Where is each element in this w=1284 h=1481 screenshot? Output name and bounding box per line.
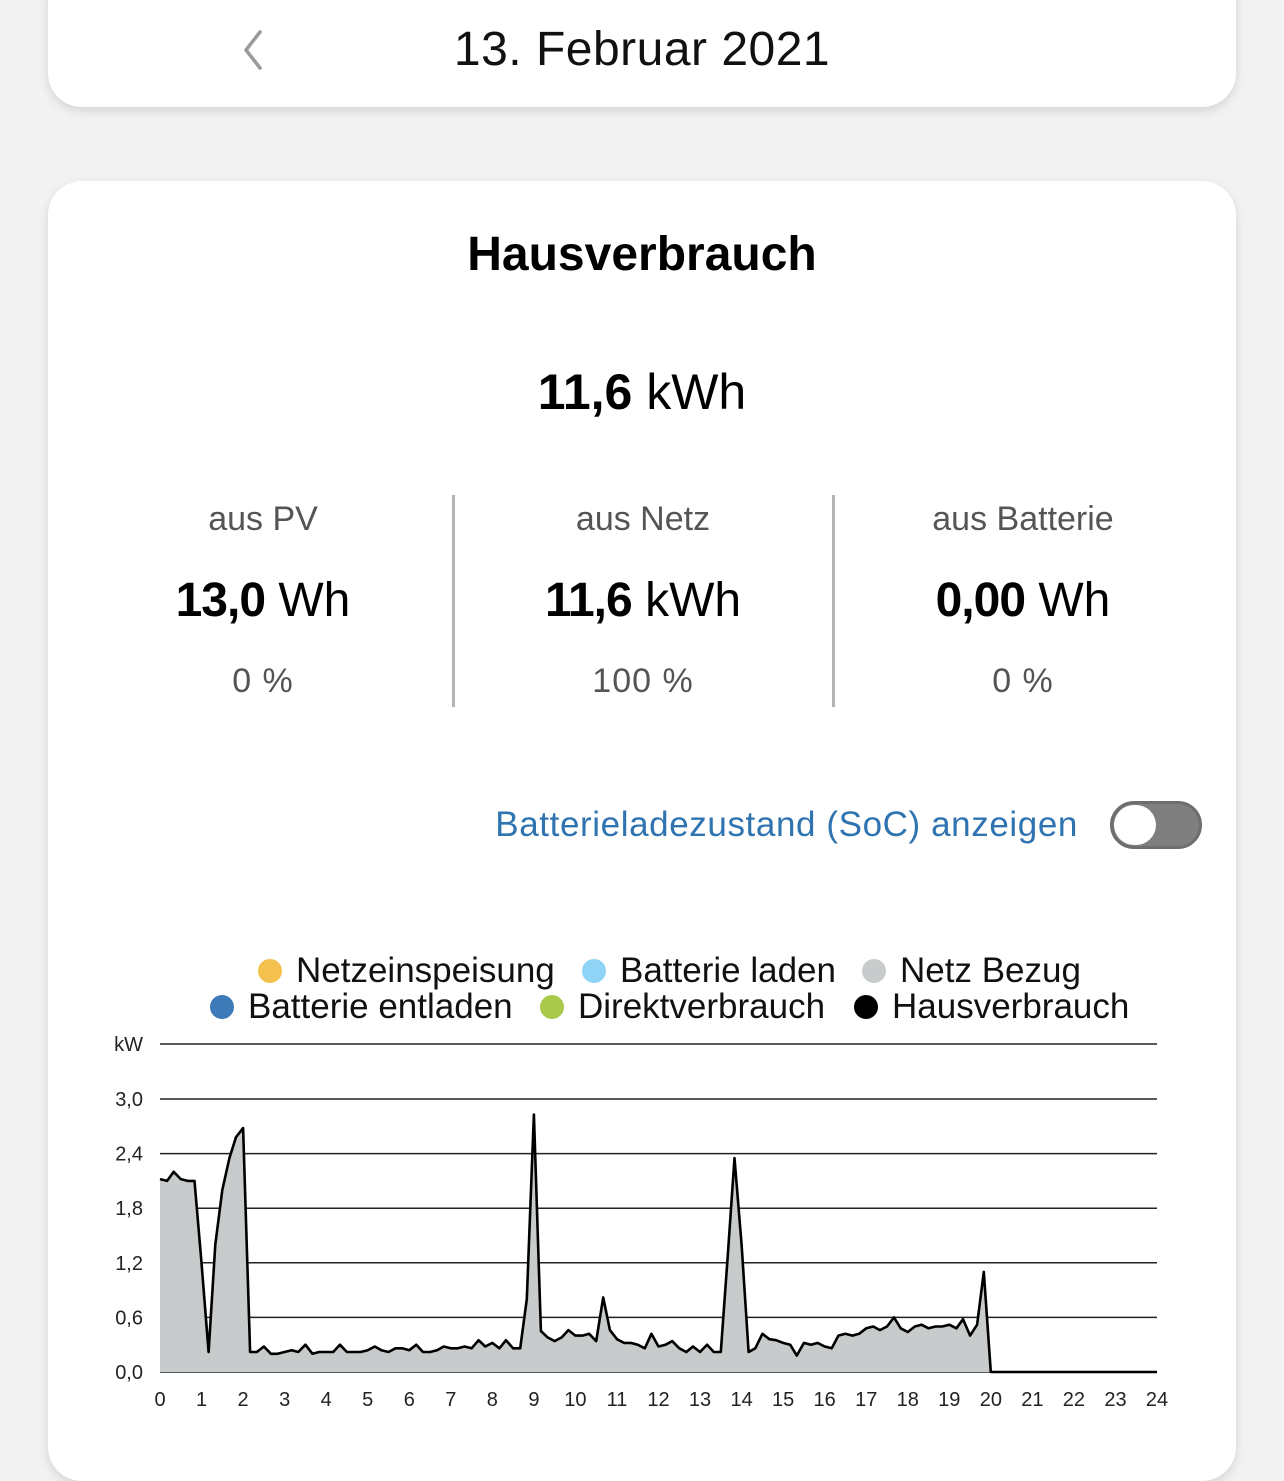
back-button[interactable]: [228, 20, 278, 80]
hausverbrauch-line: [159, 1113, 1157, 1374]
source-unit: Wh: [1038, 574, 1111, 627]
chevron-left-icon: [244, 30, 262, 70]
x-tick-label: 10: [564, 1389, 586, 1411]
source-value: 13,0 Wh: [73, 571, 453, 631]
y-axis-unit-label: kW: [114, 1034, 143, 1056]
x-tick-label: 13: [689, 1389, 711, 1411]
source-label: aus PV: [208, 500, 318, 538]
source-percent: 0 %: [992, 662, 1054, 700]
soc-toggle-label[interactable]: Batterieladezustand (SoC) anzeigen: [495, 805, 1078, 844]
total-unit: kWh: [646, 364, 747, 420]
x-tick-label: 22: [1063, 1389, 1085, 1411]
section-title: Hausverbrauch: [467, 228, 817, 281]
source-percent: 100 %: [592, 662, 694, 700]
toggle-knob: [1114, 805, 1156, 845]
x-tick-label: 2: [238, 1389, 249, 1411]
date-header-card: 13. Februar 2021: [48, 0, 1236, 107]
x-tick-label: 5: [362, 1389, 373, 1411]
x-tick-label: 7: [445, 1389, 456, 1411]
x-tick-label: 6: [404, 1389, 415, 1411]
x-tick-label: 11: [607, 1389, 628, 1411]
x-tick-label: 1: [196, 1389, 207, 1411]
source-number: 0,00: [935, 574, 1026, 627]
legend-label: Netz Bezug: [900, 951, 1081, 990]
legend-item-netzeinspeisung[interactable]: Netzeinspeisung: [258, 951, 555, 991]
source-batterie: aus Batterie 0,00 Wh 0 %: [833, 497, 1213, 703]
x-tick-label: 19: [938, 1389, 960, 1411]
x-tick-label: 23: [1104, 1389, 1126, 1411]
x-tick-label: 18: [897, 1389, 919, 1411]
source-value: 11,6 kWh: [453, 571, 833, 631]
y-tick-label: 3,0: [115, 1089, 143, 1111]
legend-dot: [210, 994, 234, 1019]
source-pv: aus PV 13,0 Wh 0 %: [73, 497, 453, 703]
source-unit: Wh: [278, 574, 351, 627]
legend-label: Hausverbrauch: [892, 987, 1130, 1026]
consumption-chart: kW0,00,61,21,82,43,00 1 2 3 4 5 6 7 8 9 10 11 12 13 14…: [114, 1034, 1168, 1411]
legend-label: Direktverbrauch: [578, 987, 826, 1026]
legend-item-batterie-laden[interactable]: Batterie laden: [582, 951, 836, 991]
source-netz: aus Netz 11,6 kWh 100 %: [453, 497, 833, 703]
y-tick-label: 2,4: [115, 1144, 143, 1166]
x-tick-label: 14: [730, 1389, 752, 1411]
x-tick-label: 8: [487, 1389, 498, 1411]
source-number: 11,6: [544, 574, 633, 627]
column-divider: [452, 495, 455, 707]
x-tick-label: 15: [772, 1389, 794, 1411]
soc-toggle[interactable]: [1110, 801, 1202, 849]
source-number: 13,0: [175, 574, 266, 627]
x-tick-label: 21: [1021, 1389, 1043, 1411]
date-title: 13. Februar 2021: [453, 23, 831, 76]
x-tick-label: 0: [154, 1389, 165, 1411]
source-label: aus Batterie: [932, 500, 1114, 538]
legend-item-direktverbrauch[interactable]: Direktverbrauch: [540, 987, 825, 1027]
y-tick-label: 1,2: [115, 1253, 143, 1275]
x-tick-label: 17: [855, 1389, 877, 1411]
x-tick-label: 20: [980, 1389, 1002, 1411]
source-value: 0,00 Wh: [833, 571, 1213, 631]
legend-dot: [582, 958, 606, 983]
source-unit: kWh: [645, 574, 742, 627]
y-tick-label: 0,6: [115, 1307, 143, 1329]
legend-item-netz-bezug[interactable]: Netz Bezug: [862, 951, 1081, 991]
y-tick-label: 1,8: [115, 1198, 143, 1220]
x-tick-label: 12: [647, 1389, 669, 1411]
x-tick-label: 24: [1146, 1389, 1168, 1411]
legend-dot: [258, 958, 282, 983]
consumption-card: Hausverbrauch 11,6 kWh aus PV 13,0 Wh 0 …: [48, 181, 1236, 1481]
column-divider: [832, 495, 835, 707]
legend-label: Netzeinspeisung: [296, 951, 555, 990]
y-tick-label: 0,0: [115, 1362, 143, 1384]
total-consumption: 11,6 kWh: [48, 363, 1236, 421]
source-label: aus Netz: [575, 500, 711, 538]
legend-dot: [540, 994, 564, 1019]
legend-label: Batterie laden: [620, 951, 836, 990]
x-tick-label: 16: [814, 1389, 836, 1411]
legend-label: Batterie entladen: [248, 987, 513, 1026]
legend-item-hausverbrauch[interactable]: Hausverbrauch: [854, 987, 1129, 1027]
legend-dot: [854, 994, 878, 1019]
total-value: 11,6: [537, 364, 633, 420]
x-tick-label: 4: [321, 1389, 332, 1411]
x-tick-label: 9: [528, 1389, 539, 1411]
legend-dot: [862, 958, 886, 983]
legend-item-batterie-entladen[interactable]: Batterie entladen: [210, 987, 513, 1027]
source-percent: 0 %: [232, 662, 294, 700]
x-tick-label: 3: [279, 1389, 290, 1411]
